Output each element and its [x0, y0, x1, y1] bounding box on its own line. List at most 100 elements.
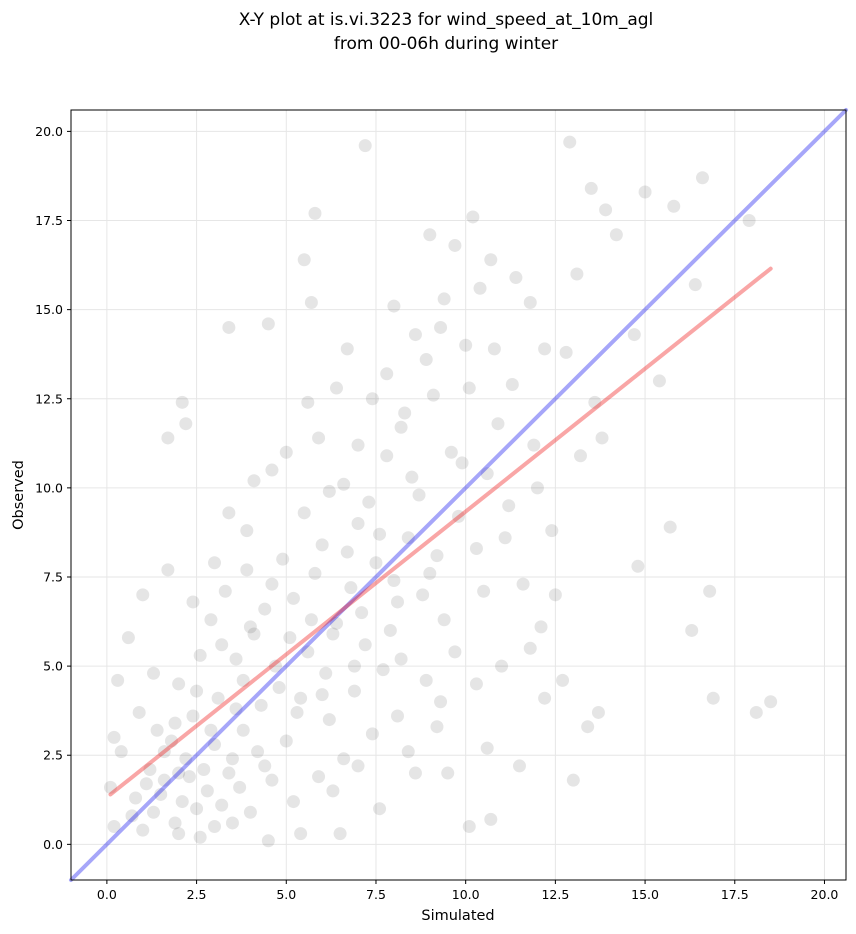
scatter-point-139 [294, 691, 308, 705]
scatter-point-156 [322, 484, 336, 498]
x-tick-label-6: 15.0 [631, 887, 659, 902]
scatter-point-215 [595, 431, 609, 445]
scatter-point-21 [290, 705, 304, 719]
scatter-point-128 [182, 770, 196, 784]
scatter-point-74 [599, 203, 613, 217]
scatter-point-106 [304, 296, 318, 309]
scatter-point-108 [222, 320, 236, 334]
scatter-point-113 [161, 563, 175, 577]
scatter-point-181 [430, 720, 444, 734]
scatter-point-81 [688, 278, 702, 292]
scatter-point-173 [376, 663, 390, 677]
scatter-point-96 [441, 766, 455, 780]
scatter-point-159 [398, 406, 412, 420]
scatter-point-202 [208, 556, 222, 570]
x-tick-label-7: 17.5 [721, 887, 749, 902]
scatter-point-160 [351, 438, 365, 452]
y-tick-label-0: 0.0 [43, 837, 63, 852]
scatter-point-153 [416, 588, 430, 602]
scatter-point-25 [258, 602, 272, 616]
scatter-point-129 [233, 780, 247, 794]
scatter-point-83 [631, 559, 645, 573]
scatter-point-85 [685, 623, 699, 637]
scatter-point-46 [437, 613, 451, 627]
scatter-point-48 [394, 420, 408, 434]
scatter-point-54 [462, 381, 476, 395]
scatter-point-73 [563, 135, 577, 149]
scatter-point-49 [452, 509, 465, 523]
scatter-point-147 [304, 613, 318, 627]
scatter-point-168 [498, 531, 512, 545]
scatter-point-5 [200, 784, 214, 798]
scatter-point-26 [218, 584, 232, 598]
scatter-point-162 [426, 388, 440, 402]
scatter-point-214 [538, 342, 552, 356]
scatter-point-209 [387, 299, 401, 313]
scatter-point-19 [229, 652, 243, 666]
scatter-point-100 [294, 827, 308, 841]
scatter-point-45 [412, 488, 426, 502]
scatter-point-148 [265, 577, 279, 591]
scatter-point-110 [161, 431, 175, 445]
scatter-point-152 [387, 574, 401, 588]
scatter-point-31 [276, 552, 290, 566]
y-tick-label-1: 2.5 [43, 748, 63, 763]
scatter-point-203 [222, 506, 236, 520]
scatter-point-172 [391, 709, 405, 723]
scatter-point-134 [168, 716, 182, 730]
scatter-point-138 [193, 648, 207, 662]
scatter-point-41 [337, 477, 351, 491]
scatter-point-94 [484, 812, 498, 826]
x-tick-label-1: 2.5 [187, 887, 207, 902]
scatter-point-114 [121, 631, 135, 645]
scatter-point-133 [254, 698, 268, 712]
x-tick-label-3: 7.5 [366, 887, 386, 902]
y-tick-label-4: 10.0 [35, 480, 63, 495]
scatter-point-188 [434, 695, 448, 709]
y-axis-label: Observed [11, 460, 27, 530]
grid-lines [71, 110, 846, 880]
scatter-point-193 [258, 759, 272, 773]
scatter-point-37 [297, 506, 311, 520]
scatter-point-208 [380, 367, 394, 381]
scatter-point-50 [469, 541, 483, 555]
y-tick-label-7: 17.5 [35, 213, 63, 228]
scatter-point-93 [512, 759, 526, 773]
scatter-point-3 [147, 805, 161, 819]
scatter-point-42 [265, 463, 279, 477]
scatter-point-143 [243, 620, 257, 634]
scatter-point-141 [347, 684, 361, 698]
scatter-point-120 [150, 723, 164, 737]
scatter-point-158 [455, 456, 469, 470]
scatter-point-207 [340, 342, 354, 356]
scatter-point-186 [538, 691, 552, 705]
scatter-point-84 [703, 584, 717, 598]
scatter-point-69 [588, 395, 602, 409]
scatter-point-212 [484, 253, 498, 267]
scatter-point-192 [315, 688, 329, 702]
scatter-point-198 [139, 777, 153, 791]
scatter-point-58 [487, 342, 501, 356]
scatter-point-51 [365, 392, 379, 406]
scatter-point-11 [129, 791, 143, 805]
scatter-point-27 [319, 666, 333, 680]
scatter-point-145 [326, 627, 340, 641]
scatter-point-109 [175, 395, 189, 409]
scatter-point-176 [312, 770, 326, 784]
scatter-point-39 [391, 595, 405, 609]
scatter-point-101 [261, 834, 275, 848]
scatter-point-60 [527, 438, 541, 452]
scatter-point-142 [283, 631, 297, 645]
scatter-point-76 [667, 199, 681, 213]
scatter-point-12 [164, 734, 178, 748]
x-tick-label-8: 20.0 [811, 887, 839, 902]
scatter-point-149 [240, 563, 254, 577]
scatter-point-140 [322, 713, 336, 727]
chart-title: X-Y plot at is.vi.3223 for wind_speed_at… [239, 10, 654, 54]
scatter-point-13 [236, 723, 250, 737]
scatter-point-70 [570, 267, 584, 281]
scatter-point-79 [627, 328, 641, 342]
scatter-point-171 [419, 673, 433, 687]
scatter-point-56 [516, 577, 530, 591]
